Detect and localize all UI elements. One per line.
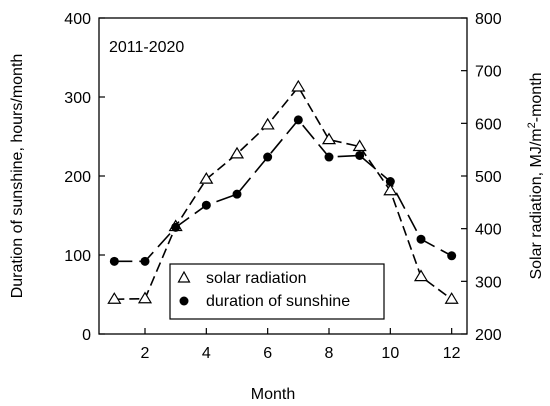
data-point-solar-radiation xyxy=(291,79,306,92)
axes-ticks: 2 4 6 8 10 12 0 100 200 300 400 200 300 400 500 600 700 8… xyxy=(64,11,502,362)
series-layer xyxy=(107,79,459,304)
period-annotation: 2011-2020 xyxy=(109,39,184,56)
data-point-solar-radiation xyxy=(413,269,429,282)
x-tick-label: 8 xyxy=(325,345,334,362)
legend-box xyxy=(169,263,385,320)
series-line-duration-of-sunshine xyxy=(114,118,453,263)
data-point-duration-of-sunshine xyxy=(109,256,119,266)
data-point-solar-radiation xyxy=(199,171,214,184)
data-point-solar-radiation xyxy=(229,146,245,159)
data-point-duration-of-sunshine xyxy=(355,150,365,160)
y-tick-label-left: 0 xyxy=(82,327,91,344)
data-point-duration-of-sunshine xyxy=(232,189,242,199)
data-point-solar-radiation xyxy=(137,291,153,304)
data-point-solar-radiation xyxy=(321,132,337,145)
legend-marker-solar-radiation xyxy=(177,270,191,283)
data-point-duration-of-sunshine xyxy=(201,200,211,210)
data-point-solar-radiation xyxy=(352,139,367,152)
data-point-solar-radiation xyxy=(444,292,459,304)
series-line-solar-radiation xyxy=(114,85,453,301)
y-tick-label-right: 700 xyxy=(475,64,502,81)
x-tick-label: 6 xyxy=(263,345,272,362)
data-point-duration-of-sunshine xyxy=(140,256,150,266)
y-tick-label-left: 300 xyxy=(64,90,91,107)
data-point-solar-radiation xyxy=(260,117,275,130)
y-tick-label-left: 100 xyxy=(64,248,91,265)
y-tick-label-right: 800 xyxy=(475,11,502,28)
data-point-duration-of-sunshine xyxy=(385,177,395,187)
data-point-duration-of-sunshine xyxy=(171,222,181,232)
data-point-duration-of-sunshine xyxy=(416,234,426,244)
legend: solar radiation duration of sunshine xyxy=(169,263,385,320)
y-tick-label-right: 200 xyxy=(475,327,502,344)
y-tick-label-right: 400 xyxy=(475,222,502,239)
y-tick-label-left: 200 xyxy=(64,169,91,186)
y-tick-label-right: 500 xyxy=(475,169,502,186)
x-tick-label: 4 xyxy=(202,345,211,362)
legend-label-solar-radiation: solar radiation xyxy=(206,270,307,287)
data-point-duration-of-sunshine xyxy=(447,251,457,261)
legend-marker-duration-of-sunshine xyxy=(179,296,189,306)
legend-label-duration-of-sunshine: duration of sunshine xyxy=(206,293,350,310)
x-axis-title: Month xyxy=(251,386,295,403)
y-axis-title-right: Solar radiation, MJ/m2-month xyxy=(526,72,545,279)
x-tick-label: 10 xyxy=(381,345,399,362)
y-axis-title-left: Duration of sunshine, hours/month xyxy=(9,54,26,299)
data-point-duration-of-sunshine xyxy=(324,152,334,162)
y-tick-label-left: 400 xyxy=(64,11,91,28)
data-point-solar-radiation xyxy=(383,183,398,196)
x-tick-label: 12 xyxy=(443,345,461,362)
y-tick-label-right: 300 xyxy=(475,274,502,291)
data-point-duration-of-sunshine xyxy=(263,152,273,162)
y-tick-label-right: 600 xyxy=(475,116,502,133)
data-point-solar-radiation xyxy=(107,292,122,304)
x-tick-label: 2 xyxy=(141,345,150,362)
data-point-duration-of-sunshine xyxy=(293,115,303,125)
